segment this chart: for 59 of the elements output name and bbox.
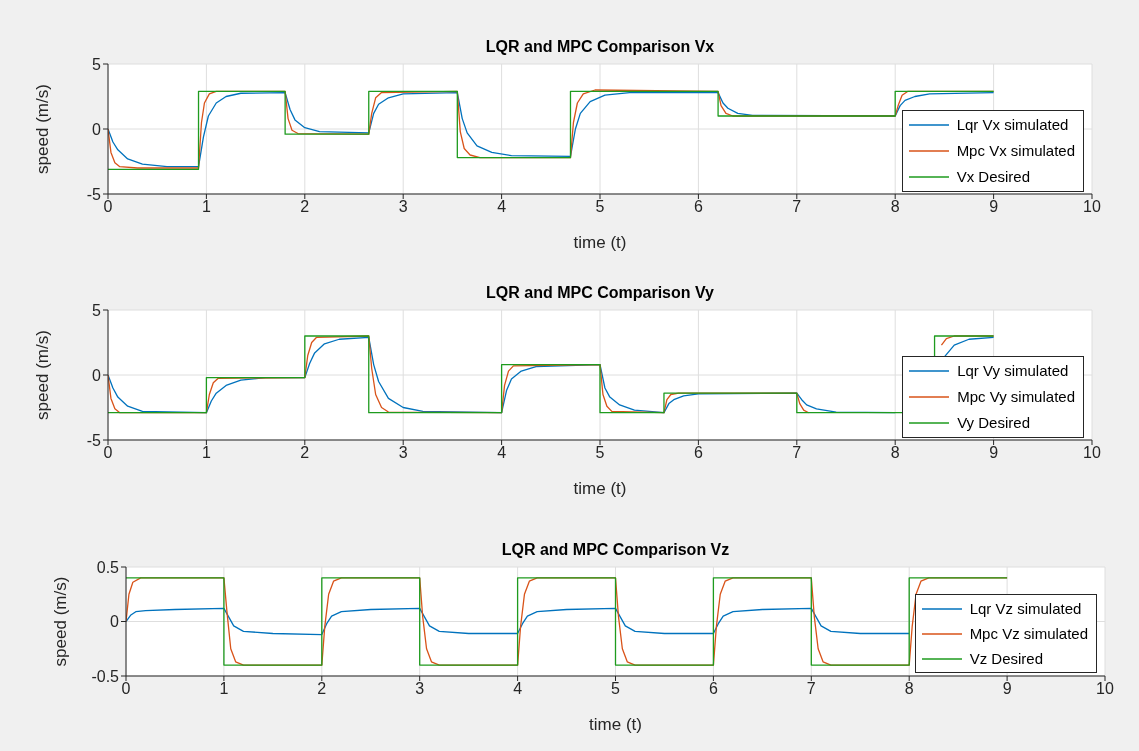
- x-tick-label: 1: [201, 444, 211, 462]
- x-axis-title: time (t): [589, 715, 642, 734]
- legend-label: Mpc Vy simulated: [957, 387, 1075, 407]
- legend-label: Vx Desired: [956, 167, 1030, 187]
- x-tick-label: 1: [201, 198, 211, 216]
- x-tick-label: 6: [693, 198, 703, 216]
- x-axis-title: time (t): [573, 479, 627, 498]
- chart-title: LQR and MPC Comparison Vz: [500, 541, 731, 559]
- x-tick-label: 6: [708, 680, 718, 698]
- x-tick-label: 0: [121, 680, 131, 698]
- y-axis-title: speed (m/s): [33, 330, 53, 420]
- x-tick-label: 3: [398, 198, 408, 216]
- x-tick-label: 4: [497, 444, 507, 462]
- chart-title: LQR and MPC Comparison Vy: [485, 284, 715, 302]
- x-tick-label: 3: [415, 680, 425, 698]
- x-tick-label: 10: [1083, 198, 1101, 216]
- x-tick-label: 5: [595, 198, 605, 216]
- line-series: [126, 607, 910, 636]
- chart-title: LQR and MPC Comparison Vx: [484, 38, 716, 56]
- x-tick-label: 10: [1083, 444, 1101, 462]
- y-tick-label: 5: [92, 301, 102, 319]
- x-tick-label: 7: [806, 680, 816, 698]
- x-tick-label: 1: [219, 680, 229, 698]
- y-tick-label: -5: [86, 185, 102, 203]
- legend-label: Lqr Vy simulated: [957, 361, 1069, 381]
- x-tick-label: 4: [513, 680, 523, 698]
- x-tick-label: 9: [989, 444, 999, 462]
- x-tick-label: 3: [398, 444, 408, 462]
- x-tick-label: 2: [317, 680, 327, 698]
- x-tick-label: 2: [300, 198, 310, 216]
- x-tick-label: 5: [611, 680, 621, 698]
- y-axis-title: speed (m/s): [51, 576, 71, 667]
- x-tick-label: 7: [792, 444, 802, 462]
- x-axis-title: time (t): [573, 233, 627, 252]
- x-tick-label: 5: [595, 444, 605, 462]
- x-tick-label: 8: [904, 680, 914, 698]
- y-tick-label: 0: [92, 120, 102, 138]
- x-tick-label: 9: [1002, 680, 1012, 698]
- legend-label: Vz Desired: [969, 649, 1043, 669]
- y-tick-label: 0.5: [96, 558, 120, 576]
- x-tick-label: 8: [890, 444, 900, 462]
- legend-label: Mpc Vz simulated: [969, 624, 1088, 644]
- x-tick-label: 10: [1096, 680, 1114, 698]
- y-tick-label: 0: [110, 613, 120, 631]
- y-axis-title: speed (m/s): [33, 84, 53, 174]
- x-tick-label: 9: [989, 198, 999, 216]
- x-tick-label: 8: [890, 198, 900, 216]
- x-tick-label: 6: [693, 444, 703, 462]
- x-tick-label: 4: [497, 198, 507, 216]
- legend-label: Lqr Vz simulated: [969, 599, 1082, 619]
- y-tick-label: 0: [92, 366, 102, 384]
- legend-label: Mpc Vx simulated: [956, 141, 1075, 161]
- x-tick-label: 2: [300, 444, 310, 462]
- legend-label: Vy Desired: [957, 413, 1030, 433]
- y-tick-label: 5: [92, 55, 102, 73]
- y-tick-label: -0.5: [91, 667, 120, 685]
- y-tick-label: -5: [86, 431, 102, 449]
- x-tick-label: 7: [792, 198, 802, 216]
- legend-label: Lqr Vx simulated: [956, 115, 1069, 135]
